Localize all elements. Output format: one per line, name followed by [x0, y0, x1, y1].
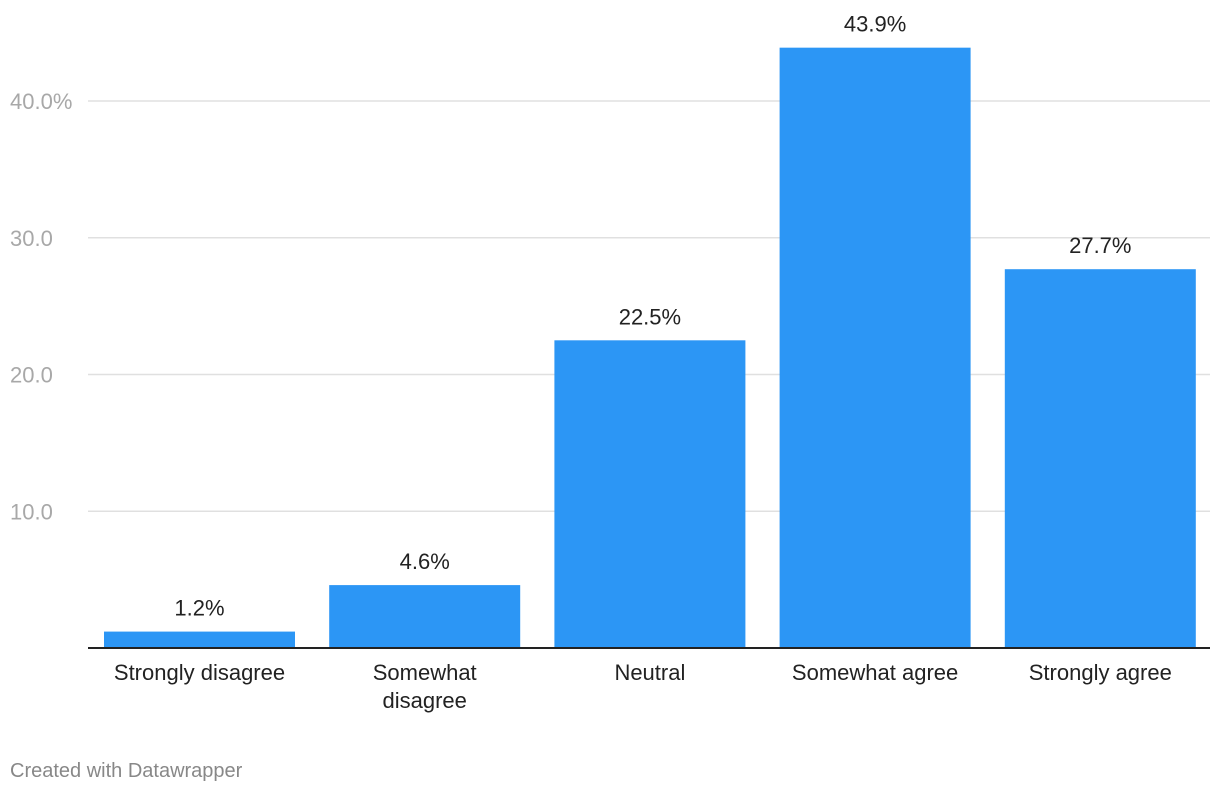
datawrapper-credit[interactable]: Created with Datawrapper: [10, 760, 243, 782]
bars: [104, 47, 1196, 649]
value-labels: 1.2% 4.6% 22.5% 43.9% 27.7%: [174, 12, 1131, 621]
y-tick-label-30: 30.0: [10, 226, 53, 251]
category-labels: Strongly disagree Somewhat disagree Neutral…: [114, 660, 1172, 713]
category-label-3: Somewhat agree: [792, 660, 958, 685]
bar-2[interactable]: [554, 340, 746, 648]
value-label-1: 4.6%: [400, 549, 450, 574]
bar-0[interactable]: [104, 631, 295, 648]
category-label-4: Strongly agree: [1029, 660, 1172, 685]
value-label-0: 1.2%: [174, 596, 224, 621]
bar-1[interactable]: [329, 585, 521, 648]
y-axis-tick-labels: 10.0 20.0 30.0 40.0%: [10, 89, 72, 524]
y-tick-label-20: 20.0: [10, 363, 53, 388]
value-label-2: 22.5%: [619, 304, 681, 329]
value-label-4: 27.7%: [1069, 233, 1131, 258]
category-label-0: Strongly disagree: [114, 660, 285, 685]
y-tick-label-10: 10.0: [10, 499, 53, 524]
category-label-1: Somewhat disagree: [373, 660, 477, 713]
bar-4[interactable]: [1004, 269, 1196, 648]
bar-3[interactable]: [779, 47, 971, 649]
category-label-2: Neutral: [614, 660, 685, 685]
value-label-3: 43.9%: [844, 12, 906, 37]
y-tick-label-40: 40.0%: [10, 89, 72, 114]
